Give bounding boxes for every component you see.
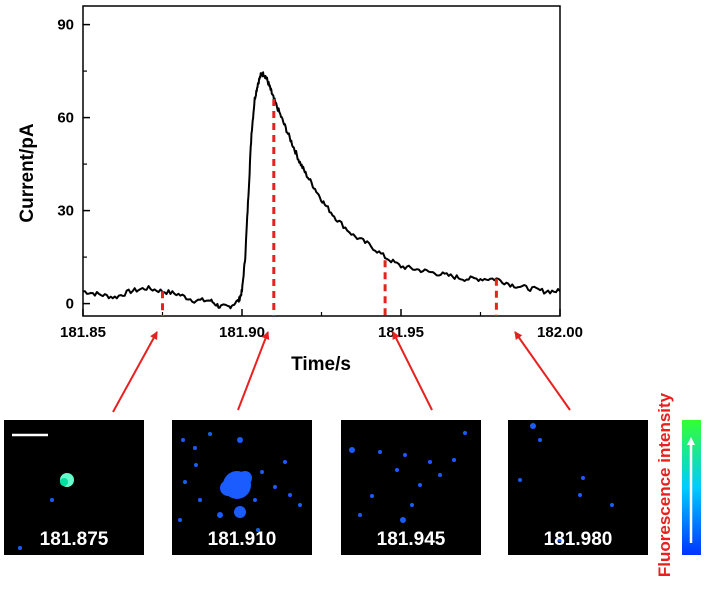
y-tick-label: 0 — [66, 296, 74, 313]
fluorescence-spot — [428, 460, 432, 464]
fluorescence-spot — [395, 468, 399, 472]
x-tick-label: 182.00 — [537, 324, 583, 341]
fluorescence-spot — [558, 538, 562, 542]
fluorescence-spot — [358, 513, 362, 517]
fluorescence-spot — [298, 503, 302, 507]
frame-time-label: 181.910 — [208, 529, 277, 550]
fluorescence-spot — [452, 458, 456, 462]
fluorescence-spot — [581, 476, 585, 480]
fluorescence-spot — [410, 503, 414, 507]
axis-ticks: 181.85 181.90 181.95 182.00 0 30 60 90 — [57, 17, 583, 341]
fluorescence-spot — [349, 447, 355, 453]
frame-background — [4, 420, 144, 555]
fluorescence-frame: 181.875 — [4, 420, 144, 555]
frame-arrow — [237, 331, 270, 411]
fluorescence-frame: 181.910 — [172, 420, 312, 555]
frame-arrows — [112, 331, 571, 413]
fluorescence-spot — [463, 431, 467, 435]
frame-arrow — [514, 331, 571, 411]
x-tick-label: 181.95 — [378, 324, 424, 341]
fluorescence-spot — [234, 506, 246, 518]
frame-background — [341, 420, 481, 555]
fluorescence-spot — [403, 453, 407, 457]
plot-frame — [82, 5, 561, 317]
frame-time-label: 181.945 — [377, 529, 446, 550]
fluorescence-spot — [193, 446, 197, 450]
fluorescence-spot — [178, 518, 182, 522]
fluorescence-spot — [256, 528, 260, 532]
frame-arrow — [112, 331, 158, 413]
fluorescence-spot — [530, 423, 536, 429]
fluorescence-spot — [578, 493, 582, 497]
fluorescence-frames: 181.875 181.910 181.945 181.980 — [4, 420, 648, 555]
fluorescence-spot — [253, 498, 257, 502]
fluorescence-spot — [18, 546, 22, 550]
y-tick-label: 60 — [57, 110, 74, 127]
x-tick-label: 181.85 — [60, 324, 106, 341]
x-tick-label: 181.90 — [219, 324, 265, 341]
fluorescence-spot — [418, 483, 422, 487]
x-axis-title: Time/s — [291, 354, 351, 375]
frame-time-label: 181.980 — [544, 529, 613, 550]
fluorescence-spot — [538, 438, 542, 442]
y-tick-label: 90 — [57, 17, 74, 34]
fluorescence-spot — [438, 473, 442, 477]
fluorescence-spot — [181, 438, 185, 442]
fluorescence-spot — [370, 494, 374, 498]
fluorescence-spot — [50, 498, 54, 502]
y-tick-label: 30 — [57, 203, 74, 220]
frame-arrow — [392, 331, 433, 411]
fluorescence-spot — [60, 478, 68, 486]
fluorescence-spot — [194, 463, 198, 467]
fluorescence-spot — [610, 503, 614, 507]
fluorescence-spot — [220, 480, 236, 496]
fluorescence-spot — [183, 480, 187, 484]
fluorescence-spot — [260, 470, 264, 474]
fluorescence-spot — [238, 471, 252, 485]
frame-background — [508, 420, 648, 555]
fluorescence-spot — [378, 450, 382, 454]
fluorescence-spot — [283, 460, 287, 464]
fluorescence-spot — [217, 512, 223, 518]
fluorescence-spot — [518, 478, 522, 482]
current-trace-line — [82, 71, 561, 310]
fluorescence-spot — [198, 498, 202, 502]
fluorescence-spot — [273, 485, 277, 489]
fluorescence-spot — [237, 437, 243, 443]
fluorescence-spot — [208, 432, 212, 436]
fluorescence-frame: 181.980 — [508, 420, 648, 555]
colorbar-title: Fluorescence intensity — [655, 392, 674, 577]
fluorescence-spot — [288, 493, 292, 497]
fluorescence-spot — [400, 517, 406, 523]
y-axis-title: Current/pA — [17, 123, 38, 223]
time-markers — [161, 99, 498, 316]
frame-time-label: 181.875 — [40, 529, 109, 550]
fluorescence-frame: 181.945 — [341, 420, 481, 555]
